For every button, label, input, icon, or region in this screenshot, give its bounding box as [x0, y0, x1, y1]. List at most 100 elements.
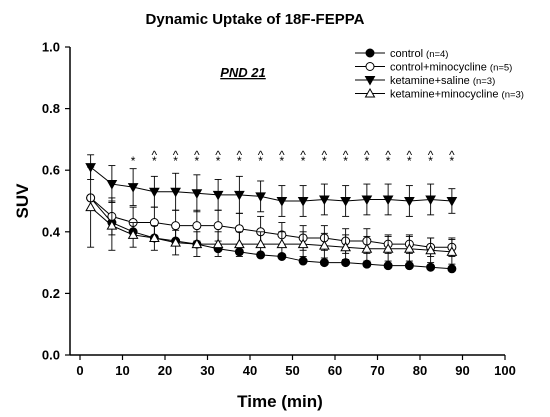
data-point [319, 195, 330, 205]
asterisk-mark: * [343, 154, 348, 168]
data-point [319, 240, 330, 250]
asterisk-mark: * [152, 154, 157, 168]
data-point [192, 221, 202, 231]
x-tick-label: 40 [243, 363, 257, 378]
series-line [90, 206, 452, 253]
caret-mark: ^ [428, 148, 434, 162]
asterisk-mark: * [386, 154, 391, 168]
data-point [255, 192, 266, 202]
caret-mark: ^ [279, 148, 285, 162]
data-point [234, 190, 245, 201]
caret-mark: ^ [300, 148, 306, 162]
caret-mark: ^ [343, 148, 349, 162]
caret-mark: ^ [237, 148, 243, 162]
legend-n: (n=5) [490, 63, 512, 74]
x-tick-label: 30 [200, 363, 214, 378]
legend-n: (n=3) [502, 90, 524, 101]
x-tick-label: 0 [76, 363, 83, 378]
data-point [106, 220, 118, 230]
legend-item: control (n=4) [355, 48, 448, 60]
series-layer [85, 154, 458, 274]
data-point [425, 195, 436, 205]
data-point [447, 264, 457, 274]
caret-mark: ^ [407, 148, 413, 162]
y-tick-label: 0.6 [42, 163, 60, 178]
data-point [234, 238, 245, 249]
data-point [255, 238, 266, 249]
data-point [404, 197, 415, 207]
data-point [170, 187, 181, 198]
data-point [85, 201, 96, 212]
data-point [383, 261, 393, 271]
caret-mark: ^ [173, 148, 179, 162]
y-tick-label: 0.2 [42, 286, 60, 301]
caret-mark: ^ [385, 148, 391, 162]
asterisk-mark: * [131, 154, 136, 168]
x-tick-label: 20 [158, 363, 172, 378]
asterisk-mark: * [173, 154, 178, 168]
data-point [404, 261, 414, 271]
x-tick-label: 100 [494, 363, 516, 378]
y-tick-label: 1.0 [42, 40, 60, 55]
data-point [149, 232, 160, 242]
x-tick-label: 70 [370, 363, 384, 378]
data-point [382, 243, 394, 253]
asterisk-mark: * [450, 154, 455, 168]
caret-mark: ^ [258, 148, 264, 162]
data-point [365, 62, 375, 71]
asterisk-mark: * [237, 154, 242, 168]
data-point [170, 237, 181, 247]
data-point [446, 197, 458, 207]
legend-n: (n=3) [473, 76, 495, 87]
legend-label: ketamine+minocycline (n=3) [390, 89, 524, 101]
annotation-label: PND 21 [220, 65, 266, 80]
data-point [319, 258, 329, 268]
asterisk-mark: * [258, 154, 263, 168]
legend-label: control (n=4) [390, 48, 448, 60]
axes: 0 10 20 30 40 50 60 70 80 90 100 0.0 0.2 0.4 0.6 0.8 1.0 [42, 40, 516, 379]
data-point [191, 189, 203, 199]
data-point [149, 187, 160, 198]
chart-title: Dynamic Uptake of 18F-FEPPA [146, 11, 365, 28]
data-point [446, 246, 458, 256]
legend-item: ketamine+minocycline (n=3) [355, 87, 524, 101]
data-point [213, 221, 223, 231]
data-point [364, 87, 376, 98]
data-point [171, 221, 181, 231]
x-tick-label: 50 [285, 363, 299, 378]
legend-n: (n=4) [426, 49, 448, 60]
caret-mark: ^ [364, 148, 370, 162]
x-tick-label: 10 [115, 363, 129, 378]
caret-mark: ^ [194, 148, 200, 162]
data-point [212, 238, 224, 249]
data-point [298, 256, 308, 266]
x-tick-label: 90 [455, 363, 469, 378]
series-line [90, 197, 452, 248]
asterisk-mark: * [407, 154, 412, 168]
legend-label: control+minocycline (n=5) [390, 62, 512, 74]
significance-marks: * ^* ^* ^* ^* ^* ^* ^* ^* ^* ^* ^* ^* ^* ^* ^* [131, 148, 455, 168]
data-point [425, 244, 436, 255]
caret-mark: ^ [215, 148, 221, 162]
series-control-minocycline [86, 193, 457, 257]
data-point [127, 183, 139, 193]
legend-item: ketamine+saline (n=3) [355, 75, 495, 87]
data-point [297, 238, 309, 249]
data-point [365, 48, 375, 58]
asterisk-mark: * [322, 154, 327, 168]
y-axis-label: SUV [13, 183, 32, 219]
x-tick-label: 80 [413, 363, 427, 378]
series-ketamine-saline [85, 154, 458, 217]
data-point [276, 238, 288, 249]
data-point [382, 195, 394, 205]
legend-item: control+minocycline (n=5) [355, 62, 512, 74]
caret-mark: ^ [449, 148, 455, 162]
data-point [404, 243, 415, 253]
data-point [426, 262, 436, 272]
data-point [297, 197, 309, 207]
data-point [191, 238, 203, 249]
data-point [364, 76, 376, 86]
series-line [90, 166, 452, 202]
y-tick-label: 0.4 [42, 224, 61, 239]
